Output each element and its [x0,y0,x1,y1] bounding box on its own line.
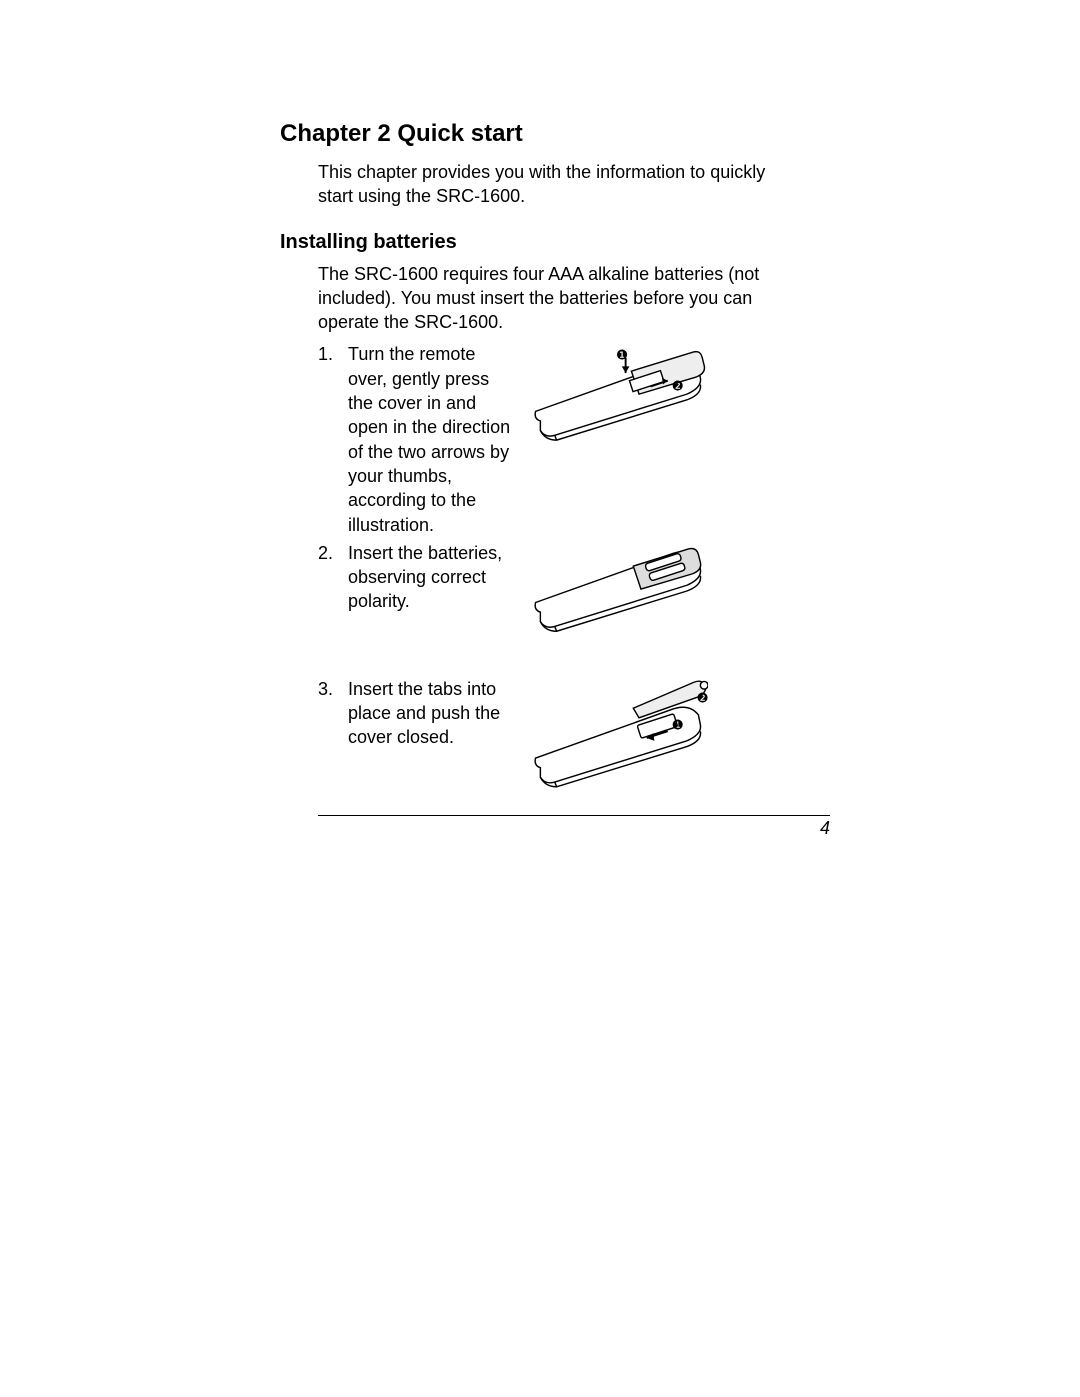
step-text: Turn the remote over, gently press the c… [348,342,518,536]
document-page: Chapter 2 Quick start This chapter provi… [0,0,1080,1397]
remote-close-cover-icon: ❶ ❷ [526,677,708,797]
remote-close-cover-figure: ❶ ❷ [518,677,708,797]
callout-1: ❶ [672,717,684,732]
step-number: 2. [318,541,348,565]
section-heading: Installing batteries [280,231,780,254]
remote-open-cover-icon: ❶ ❷ [526,342,708,452]
callout-2: ❷ [672,379,684,394]
callout-2: ❷ [697,690,708,705]
footer-rule [318,815,830,816]
step-1: 1. Turn the remote over, gently press th… [318,342,780,536]
step-2: 2. Insert the batteries, observing corre… [318,541,780,641]
callout-1: ❶ [616,348,628,363]
step-text: Insert the tabs into place and push the … [348,677,518,750]
chapter-intro: This chapter provides you with the infor… [318,160,780,209]
remote-insert-batteries-icon [526,541,708,641]
remote-insert-batteries-figure [518,541,708,641]
ordered-steps: 1. Turn the remote over, gently press th… [318,342,780,796]
chapter-title: Chapter 2 Quick start [280,120,780,148]
step-3: 3. Insert the tabs into place and push t… [318,677,780,797]
step-text: Insert the batteries, observing correct … [348,541,518,614]
step-number: 1. [318,342,348,366]
remote-open-cover-figure: ❶ ❷ [518,342,708,452]
step-number: 3. [318,677,348,701]
section-intro: The SRC-1600 requires four AAA alkaline … [318,262,780,335]
page-number: 4 [280,818,830,839]
